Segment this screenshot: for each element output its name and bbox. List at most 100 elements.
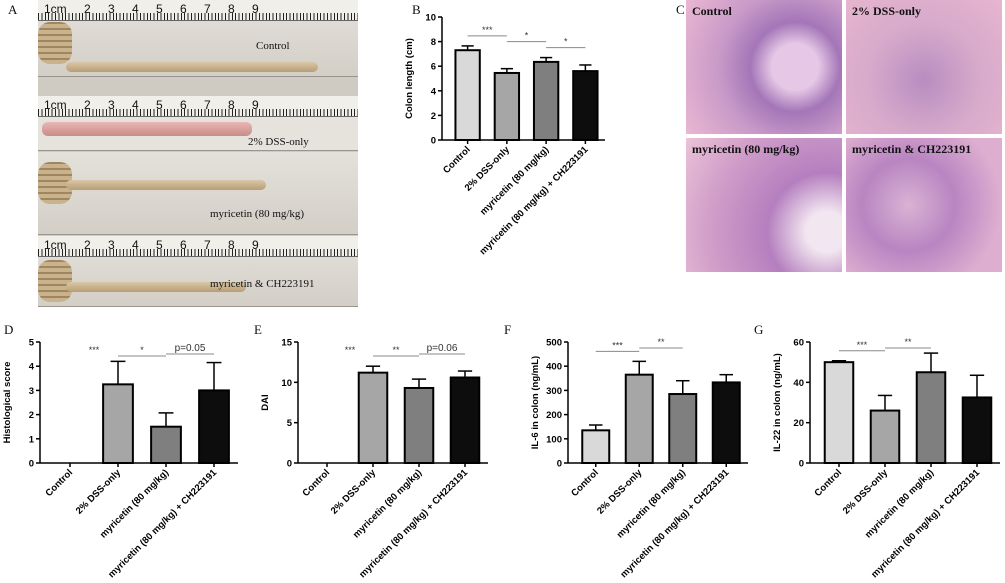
- y-tick-label: 6: [431, 62, 436, 73]
- ruler: 1cm 2 3 4 5 6 7 8 9: [38, 236, 358, 257]
- histology-panel: Control 2% DSS-only myricetin (80 mg/kg)…: [686, 0, 1002, 272]
- y-tick-label: 15: [281, 338, 292, 349]
- bar: [581, 429, 611, 464]
- significance-label: *: [140, 345, 144, 355]
- panel-label-d: D: [4, 322, 14, 337]
- significance-label: **: [392, 345, 400, 355]
- bar: [572, 70, 599, 141]
- y-tick-label: 100: [546, 434, 562, 445]
- y-tick-label: 2: [431, 111, 436, 122]
- y-tick-label: 1: [29, 434, 35, 445]
- y-tick-label: 2: [29, 410, 34, 421]
- bar: [403, 386, 435, 464]
- colon-photo-panel: 1cm 2 3 4 5 6 7 8 9 Control 1cm 2 3 4 5 …: [38, 0, 358, 307]
- strip-label: myricetin & CH223191: [210, 278, 315, 290]
- histology-ch223191: myricetin & CH223191: [846, 138, 1002, 272]
- y-axis-label: DAI: [260, 394, 271, 410]
- y-tick-label: 0: [29, 459, 34, 470]
- panel-label-b: B: [412, 2, 421, 17]
- colon-strip-myricetin: myricetin (80 mg/kg): [38, 152, 358, 235]
- y-tick-label: 500: [546, 338, 562, 349]
- x-tick-label: Control: [812, 467, 844, 499]
- y-tick-label: 4: [29, 362, 35, 373]
- x-tick-label: 2% DSS-only: [841, 467, 891, 517]
- x-tick-label: Control: [300, 467, 332, 499]
- bar: [454, 49, 481, 141]
- bar: [711, 381, 741, 464]
- y-axis-label: IL-22 in colon (ng/mL): [772, 353, 783, 452]
- y-axis-label: IL-6 in colon (ng/mL): [530, 356, 541, 449]
- x-tick-label: 2% DSS-only: [74, 467, 124, 517]
- bar: [198, 389, 230, 464]
- y-axis-label: Colon length (cm): [404, 38, 415, 119]
- y-tick-label: 0: [287, 459, 292, 470]
- y-tick-label: 200: [546, 410, 562, 421]
- strip-label: myricetin (80 mg/kg): [210, 208, 305, 220]
- bar: [493, 71, 521, 141]
- bar: [150, 425, 182, 464]
- x-tick-label: myricetin (80 mg/kg) + CH223191: [106, 467, 219, 580]
- panel-label-g: G: [754, 322, 764, 337]
- colon-strip-ch223191: 1cm 2 3 4 5 6 7 8 9 myricetin & CH223191: [38, 236, 358, 307]
- colon-strip-dss: 1cm 2 3 4 5 6 7 8 9 2% DSS-only: [38, 96, 358, 151]
- y-tick-label: 10: [425, 13, 436, 24]
- y-tick-label: 3: [29, 386, 34, 397]
- panel-label-f: F: [504, 322, 512, 337]
- bar: [823, 361, 855, 465]
- y-tick-label: 5: [29, 338, 35, 349]
- y-tick-label: 300: [546, 386, 562, 397]
- y-tick-label: 40: [793, 378, 804, 389]
- y-tick-label: 5: [287, 418, 293, 429]
- significance-label: **: [657, 337, 665, 347]
- bar: [357, 371, 389, 464]
- histology-dss: 2% DSS-only: [846, 0, 1002, 134]
- bar: [869, 409, 901, 464]
- bar: [449, 376, 481, 464]
- x-tick-label: Control: [569, 467, 601, 499]
- significance-label: ***: [612, 340, 623, 350]
- bar: [102, 383, 134, 464]
- significance-label: ***: [345, 345, 356, 355]
- significance-label: *: [525, 31, 529, 41]
- x-tick-label: Control: [441, 144, 473, 176]
- colon-strip-control: 1cm 2 3 4 5 6 7 8 9 Control: [38, 0, 358, 77]
- significance-label: ***: [89, 345, 100, 355]
- panel-label-e: E: [254, 322, 262, 337]
- significance-label: ***: [857, 340, 868, 350]
- x-tick-label: myricetin (80 mg/kg): [478, 144, 551, 217]
- y-tick-label: 4: [431, 86, 437, 97]
- bar: [668, 393, 698, 464]
- x-tick-label: 2% DSS-only: [329, 467, 379, 517]
- significance-label: **: [904, 337, 912, 347]
- y-tick-label: 0: [431, 136, 436, 147]
- ruler: 1cm 2 3 4 5 6 7 8 9: [38, 0, 358, 21]
- significance-label: *: [564, 37, 568, 47]
- y-axis-label: Histological score: [2, 362, 13, 444]
- bar: [624, 373, 654, 464]
- y-tick-label: 10: [281, 378, 292, 389]
- significance-label: p=0.05: [175, 343, 206, 354]
- y-tick-label: 0: [557, 459, 562, 470]
- histology-myricetin: myricetin (80 mg/kg): [686, 138, 842, 272]
- y-tick-label: 20: [793, 418, 804, 429]
- y-tick-label: 0: [799, 459, 804, 470]
- panel-label-a: A: [8, 2, 18, 17]
- y-tick-label: 8: [431, 37, 436, 48]
- y-tick-label: 400: [546, 362, 562, 373]
- bar: [532, 60, 560, 142]
- histology-control: Control: [686, 0, 842, 134]
- significance-label: p=0.06: [427, 343, 458, 354]
- bar: [961, 396, 993, 464]
- x-tick-label: Control: [43, 467, 75, 499]
- ruler: 1cm 2 3 4 5 6 7 8 9: [38, 96, 358, 117]
- chart-il6: IL-6 in colon (ng/mL) 0 100 200 300 400 500 Con…: [530, 337, 748, 580]
- bar: [915, 371, 947, 464]
- panel-label-c: C: [676, 2, 685, 17]
- strip-label: Control: [256, 40, 290, 52]
- strip-label: 2% DSS-only: [248, 136, 309, 148]
- significance-label: ***: [482, 25, 493, 35]
